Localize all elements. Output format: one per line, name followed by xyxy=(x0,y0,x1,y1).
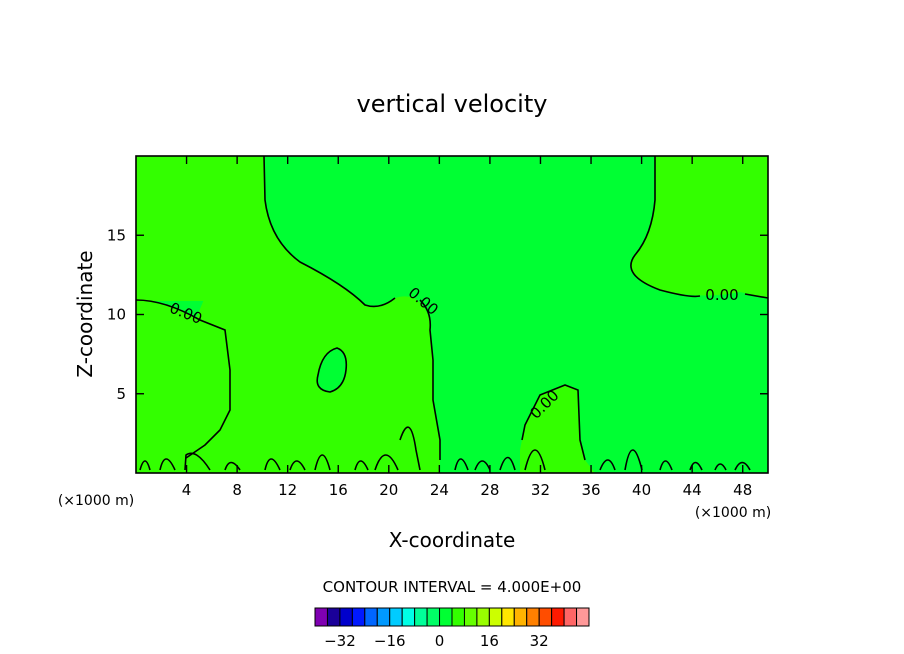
colorbar-cell-15 xyxy=(501,607,515,627)
colorbar-cell-18 xyxy=(538,607,553,627)
colorbar-cell-14 xyxy=(488,607,503,627)
contour-line-right xyxy=(630,156,701,298)
colorbar-cell-12 xyxy=(463,607,478,627)
x-unit-right: (×1000 m) xyxy=(695,505,771,521)
x-axis-ticks: 4 8 12 16 20 24 28 32 36 40 44 48 xyxy=(182,156,752,499)
colorbar-cell-9 xyxy=(426,607,441,627)
y-tick-label-2: 15 xyxy=(107,226,126,244)
x-tick-label-2: 12 xyxy=(278,481,297,499)
colorbar-cell-11 xyxy=(451,607,465,627)
x-tick-label-8: 36 xyxy=(581,481,600,499)
colorbar-cell-10 xyxy=(439,607,453,627)
x-tick-label-6: 28 xyxy=(480,481,499,499)
colorbar-cell-21 xyxy=(576,607,590,627)
colorbar-cell-16 xyxy=(513,607,528,627)
colorbar-tick-label-3: 16 xyxy=(480,632,499,650)
chart-title: vertical velocity xyxy=(357,90,548,118)
contour-line-bump xyxy=(521,384,586,461)
contour-line-blob xyxy=(316,347,348,393)
x-tick-label-1: 8 xyxy=(232,481,242,499)
colorbar-cell-13 xyxy=(476,607,490,627)
colorbar-cell-5 xyxy=(376,607,391,627)
y-axis-label: Z-coordinate xyxy=(73,250,97,377)
x-tick-label-3: 16 xyxy=(329,481,348,499)
colorbar-tick-label-0: −32 xyxy=(324,632,356,650)
region-blob xyxy=(317,348,347,392)
x-tick-label-7: 32 xyxy=(531,481,550,499)
contour-line-surface xyxy=(139,426,751,471)
colorbar-cell-0 xyxy=(314,607,328,627)
contour-interval-text: CONTOUR INTERVAL = 4.000E+00 xyxy=(323,578,582,596)
region-negative-left-top xyxy=(136,156,265,301)
colorbar-cell-20 xyxy=(563,607,578,627)
colorbar-cell-7 xyxy=(401,607,416,627)
colorbar-cell-17 xyxy=(526,607,540,627)
colorbar-cell-2 xyxy=(339,607,353,627)
x-tick-label-10: 44 xyxy=(683,481,702,499)
x-tick-label-11: 48 xyxy=(733,481,752,499)
x-unit-left: (×1000 m) xyxy=(58,493,134,509)
region-negative-main xyxy=(136,156,768,473)
colorbar-tick-label-4: 32 xyxy=(530,632,549,650)
colorbar-tick-label-1: −16 xyxy=(374,632,406,650)
x-tick-label-4: 20 xyxy=(379,481,398,499)
x-tick-label-5: 24 xyxy=(430,481,449,499)
colorbar-cell-1 xyxy=(326,607,341,627)
colorbar xyxy=(314,607,590,627)
contour-label-right: 0.00 xyxy=(705,286,738,304)
colorbar-tick-label-2: 0 xyxy=(435,632,445,650)
contour-line-center-right xyxy=(419,299,441,460)
plot-area: 0.00 0.00 0.00 0.00 xyxy=(135,155,769,474)
colorbar-cell-19 xyxy=(551,607,565,627)
x-tick-label-9: 40 xyxy=(632,481,651,499)
colorbar-cell-3 xyxy=(351,607,366,627)
x-tick-label-0: 4 xyxy=(182,481,192,499)
contour-line-right-end xyxy=(744,293,769,299)
x-axis-label: X-coordinate xyxy=(389,528,516,552)
y-tick-label-0: 5 xyxy=(116,385,126,403)
colorbar-cell-4 xyxy=(364,607,378,627)
contour-line-center xyxy=(263,155,396,308)
colorbar-cell-6 xyxy=(389,607,403,627)
y-axis-ticks: 5 10 15 xyxy=(107,226,768,403)
colorbar-ticks: −32 −16 0 16 32 xyxy=(324,632,549,650)
y-tick-label-1: 10 xyxy=(107,306,126,324)
contour-line-left xyxy=(135,299,231,459)
colorbar-cell-8 xyxy=(414,607,428,627)
